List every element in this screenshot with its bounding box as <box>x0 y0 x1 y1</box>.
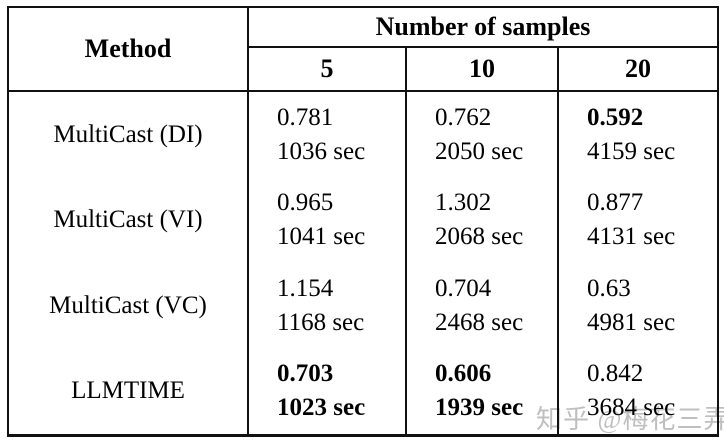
method-column-header: Method <box>8 7 248 92</box>
method-name: MultiCast (DI) <box>53 120 203 148</box>
metric-value: 0.704 <box>435 275 492 302</box>
table-row: MultiCast (DI) 0.781 1036 sec 0.762 2050… <box>8 91 718 177</box>
table-row: MultiCast (VC) 1.154 1168 sec 0.704 2468… <box>8 263 718 349</box>
runtime-value: 2050 sec <box>435 137 524 165</box>
metric-value: 0.63 <box>587 275 631 302</box>
data-cell: 0.965 1041 sec <box>247 177 406 263</box>
runtime-value: 4981 sec <box>587 309 676 336</box>
metric-value: 0.592 <box>587 103 644 131</box>
method-name: MultiCast (VC) <box>49 292 207 319</box>
samples-group-header: Number of samples <box>247 7 718 48</box>
data-cell: 1.302 2068 sec <box>405 177 558 263</box>
metric-value: 0.703 <box>277 360 334 388</box>
data-cell: 0.63 4981 sec <box>557 263 718 349</box>
runtime-value: 1939 sec <box>435 394 524 422</box>
runtime-value: 1168 sec <box>277 309 365 336</box>
sample-count-header-10: 10 <box>405 47 558 92</box>
data-cell: 1.154 1168 sec <box>247 263 406 349</box>
metric-value: 0.842 <box>587 360 644 388</box>
method-name: MultiCast (VI) <box>53 206 203 233</box>
metric-value: 0.606 <box>435 360 492 388</box>
data-cell: 0.703 1023 sec <box>247 349 406 435</box>
header-row-counts: 5 10 20 <box>8 47 718 92</box>
data-cell: 0.877 4131 sec <box>557 177 718 263</box>
runtime-value: 3684 sec <box>587 394 676 422</box>
metric-value: 0.965 <box>277 189 334 216</box>
method-name: LLMTIME <box>71 377 185 405</box>
runtime-value: 4131 sec <box>587 223 676 250</box>
runtime-value: 1036 sec <box>277 137 366 165</box>
metric-value: 1.154 <box>277 275 334 302</box>
runtime-value: 4159 sec <box>587 137 676 165</box>
data-cell: 0.842 3684 sec <box>557 349 718 435</box>
metric-value: 0.762 <box>435 103 492 131</box>
sample-count-header-5: 5 <box>247 47 406 92</box>
results-table: Method Number of samples 5 10 20 MultiCa… <box>7 6 719 437</box>
table-row: MultiCast (VI) 0.965 1041 sec 1.302 2068… <box>8 177 718 263</box>
sample-count-header-20: 20 <box>557 47 718 92</box>
metric-value: 0.877 <box>587 189 644 216</box>
data-cell: 0.762 2050 sec <box>405 91 558 177</box>
data-cell: 0.704 2468 sec <box>405 263 558 349</box>
data-cell: 0.781 1036 sec <box>247 91 406 177</box>
runtime-value: 2468 sec <box>435 309 524 336</box>
table-row: LLMTIME 0.703 1023 sec 0.606 1939 sec 0.… <box>8 349 718 435</box>
metric-value: 0.781 <box>277 103 334 131</box>
metric-value: 1.302 <box>435 189 492 216</box>
data-cell: 0.606 1939 sec <box>405 349 558 435</box>
runtime-value: 1041 sec <box>277 223 366 250</box>
data-cell: 0.592 4159 sec <box>557 91 718 177</box>
header-row-group: Method Number of samples <box>8 7 718 92</box>
runtime-value: 1023 sec <box>277 394 366 422</box>
runtime-value: 2068 sec <box>435 223 524 250</box>
